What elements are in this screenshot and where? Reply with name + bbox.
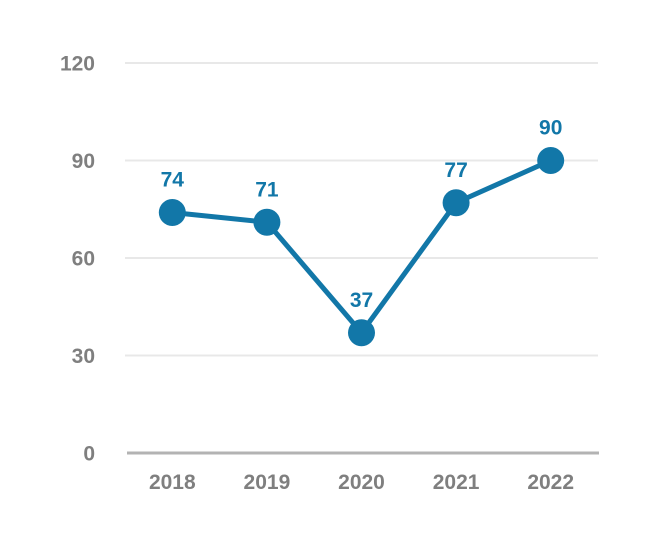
data-point-label: 37: [350, 289, 373, 312]
y-tick-label: 90: [72, 150, 95, 173]
y-tick-label: 60: [72, 248, 95, 271]
x-tick-label: 2018: [149, 471, 196, 494]
data-point-label: 77: [444, 159, 467, 182]
x-tick-label: 2022: [527, 471, 574, 494]
x-tick-label: 2019: [244, 471, 291, 494]
y-tick-label: 0: [83, 443, 95, 466]
x-tick-label: 2021: [433, 471, 480, 494]
y-tick-label: 120: [60, 53, 95, 76]
data-point: [158, 199, 186, 226]
data-point: [537, 147, 565, 174]
data-point-label: 71: [255, 178, 279, 201]
data-point: [442, 189, 470, 217]
x-tick-label: 2020: [338, 471, 385, 494]
data-point: [348, 319, 375, 347]
data-point-label: 74: [161, 169, 185, 192]
data-point-label: 90: [539, 117, 562, 140]
y-tick-label: 30: [72, 345, 95, 368]
data-point: [253, 208, 281, 236]
